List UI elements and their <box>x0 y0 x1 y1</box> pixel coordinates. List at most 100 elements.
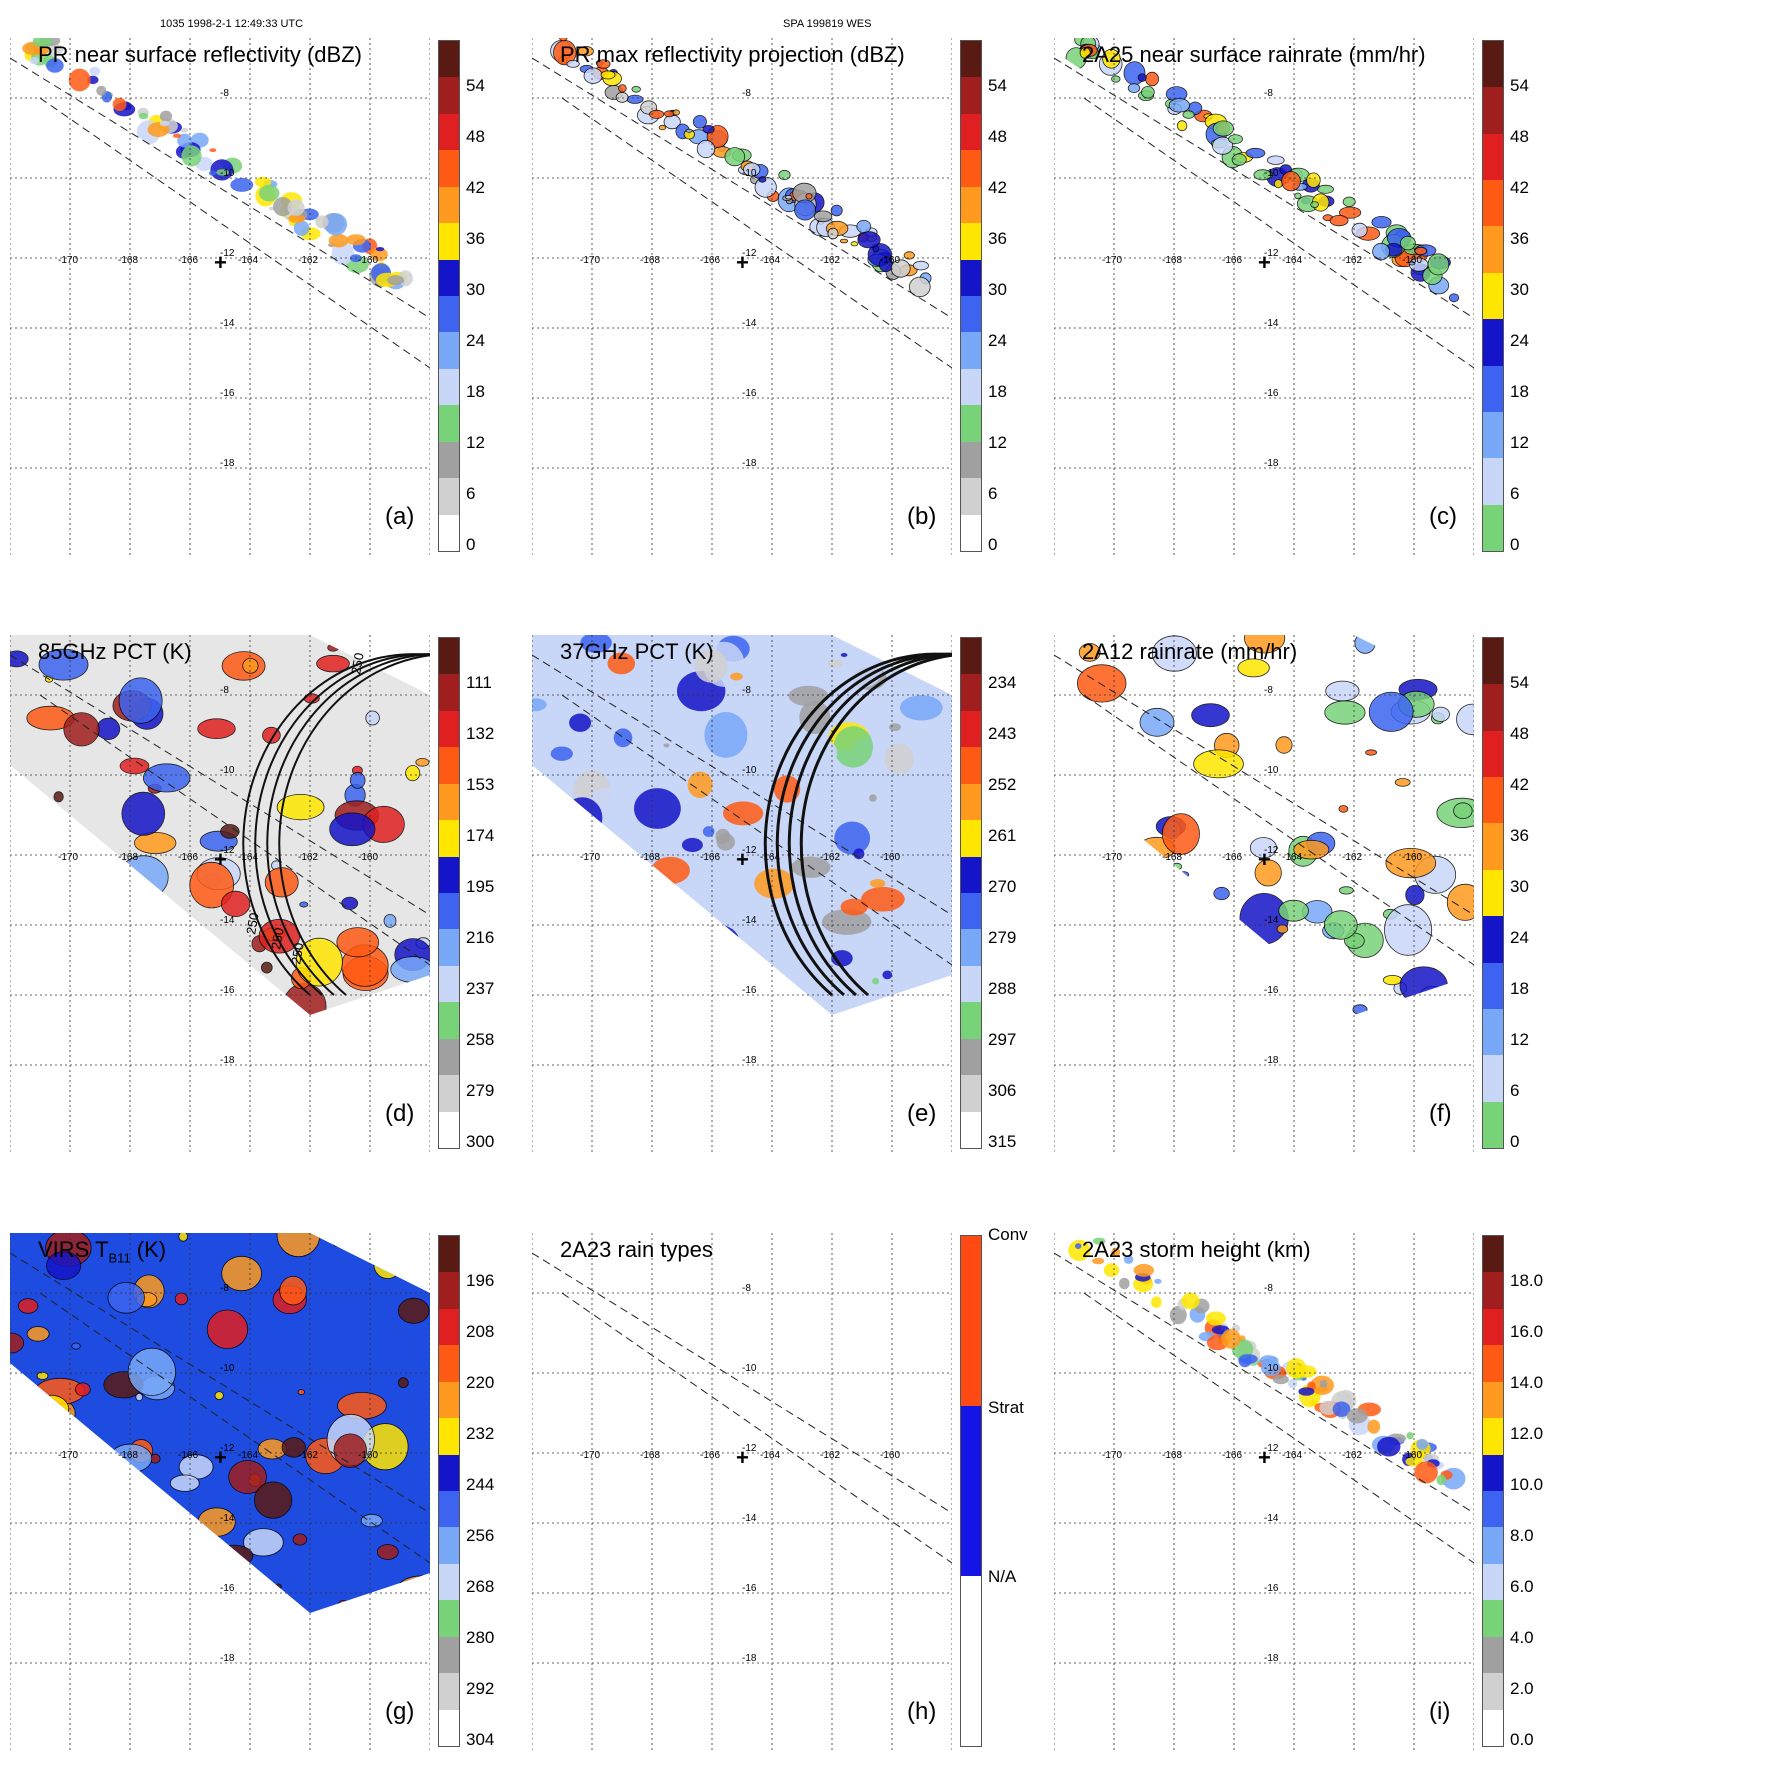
field-blobs <box>1068 1237 1466 1490</box>
field-blob <box>1141 86 1155 99</box>
lon-label: -164 <box>1282 852 1302 863</box>
range-ring <box>266 653 430 996</box>
colorbar <box>438 637 460 1149</box>
field-blob <box>1077 664 1127 703</box>
colorbar-segment <box>1483 1563 1503 1602</box>
colorbar-tick: 48 <box>466 127 485 146</box>
colorbar-segment <box>439 1038 459 1077</box>
panel-d: 250 250 250 250 -170 -168 -166 -164 -162 -160 -8 -1… <box>10 635 570 1175</box>
panel-i: -170 -168 -166 -164 -162 -160 -8 -10 -12 -14 -16 -1… <box>1054 1233 1614 1773</box>
colorbar-segment <box>439 259 459 297</box>
colorbar-tick: 252 <box>988 775 1017 794</box>
colorbar-segment <box>1483 180 1503 228</box>
field-blob <box>613 921 623 932</box>
field-blob <box>1267 155 1285 165</box>
field-blob <box>1399 966 1448 1005</box>
lat-label: -8 <box>220 685 229 696</box>
field-blob <box>72 938 99 953</box>
field-blob <box>1319 1379 1328 1388</box>
field-blob <box>1178 871 1190 879</box>
field-blob <box>1332 1401 1351 1417</box>
colorbar-segment <box>961 223 981 261</box>
field-blob <box>754 868 795 899</box>
field-blob <box>607 652 636 675</box>
colorbar-segment <box>1483 1636 1503 1675</box>
field-blob <box>281 1437 307 1458</box>
field-blob <box>681 975 700 988</box>
field-blob <box>1154 1278 1162 1284</box>
field-blob <box>1329 215 1349 227</box>
colorbar-tick: 36 <box>1510 229 1529 248</box>
map-h: -170 -168 -166 -164 -162 -160 -8 -10 -12 -14 -16 -1… <box>532 1233 952 1753</box>
colorbar-segment <box>961 638 981 676</box>
colorbar <box>1482 1235 1504 1747</box>
field-blob <box>1212 120 1234 137</box>
field-blob <box>1384 904 1433 956</box>
lat-label: -8 <box>742 685 751 696</box>
colorbar-segment <box>961 478 981 516</box>
field-blob <box>532 856 554 887</box>
field-blob <box>387 275 404 286</box>
field-blob <box>96 717 121 741</box>
panel-h: -170 -168 -166 -164 -162 -160 -8 -10 -12 -14 -16 -1… <box>532 1225 1092 1773</box>
colorbar-segment <box>1483 133 1503 182</box>
field-blob <box>658 124 667 131</box>
field-blob <box>297 1389 305 1396</box>
field-blob <box>567 646 578 654</box>
field-blob <box>177 133 193 148</box>
colorbar-tick: 279 <box>988 928 1017 947</box>
colorbar-segment <box>439 296 459 334</box>
swath-edge-line <box>532 654 952 916</box>
colorbar-segment <box>439 150 459 188</box>
swath-edge-line <box>10 1252 430 1514</box>
field-blob <box>410 1001 423 1012</box>
field-blob <box>68 68 91 92</box>
colorbar-segment <box>1483 1008 1503 1057</box>
field-blob <box>373 1250 402 1280</box>
lat-label: -18 <box>220 458 235 469</box>
swath-edge-line <box>532 1252 952 1514</box>
radar-site-marker: + <box>1258 1445 1271 1470</box>
field-blob <box>376 1233 417 1255</box>
lat-label: -8 <box>742 1283 751 1294</box>
colorbar-tick: 4.0 <box>1510 1628 1534 1647</box>
field-blob <box>1310 201 1319 209</box>
field-blob <box>687 771 713 798</box>
lon-label: -162 <box>820 1450 840 1461</box>
colorbar-segment <box>961 368 981 407</box>
colorbar-tick: 261 <box>988 826 1017 845</box>
field-blob <box>1456 703 1474 736</box>
field-blob <box>558 818 593 851</box>
panel-title: 37GHz PCT (K) <box>560 639 714 664</box>
colorbar-segment <box>1483 916 1503 964</box>
colorbar-tick: 12 <box>988 433 1007 452</box>
colorbar-tick: 216 <box>466 928 495 947</box>
colorbar-tick: 18 <box>1510 382 1529 401</box>
field-blob <box>640 877 680 912</box>
field-blob <box>214 1391 224 1401</box>
field-blob <box>532 698 547 712</box>
colorbar-segment <box>961 747 981 785</box>
colorbar-segment <box>1483 1454 1503 1492</box>
lon-label: -170 <box>58 255 78 266</box>
colorbar-segment <box>1483 1527 1503 1565</box>
field-blob <box>1338 805 1349 813</box>
map-i: -170 -168 -166 -164 -162 -160 -8 -10 -12 -14 -16 -1… <box>1054 1233 1474 1753</box>
field-blob <box>758 176 767 183</box>
lat-label: -14 <box>742 915 757 926</box>
field-blob <box>397 1297 430 1324</box>
field-blob <box>882 970 893 980</box>
field-blob <box>71 1342 81 1350</box>
colorbar-segment <box>1483 1709 1503 1746</box>
field-blob <box>138 112 149 120</box>
colorbar-segment <box>439 929 459 967</box>
lat-label: -18 <box>742 1055 757 1066</box>
field-blob <box>1221 1328 1241 1349</box>
lat-label: -12 <box>742 845 757 856</box>
field-blob <box>174 1292 188 1306</box>
radar-site-marker: + <box>736 1445 749 1470</box>
range-ring <box>799 653 952 997</box>
field-blob <box>903 251 915 260</box>
colorbar-segment <box>961 1038 981 1077</box>
colorbar-tick: 232 <box>466 1424 495 1443</box>
